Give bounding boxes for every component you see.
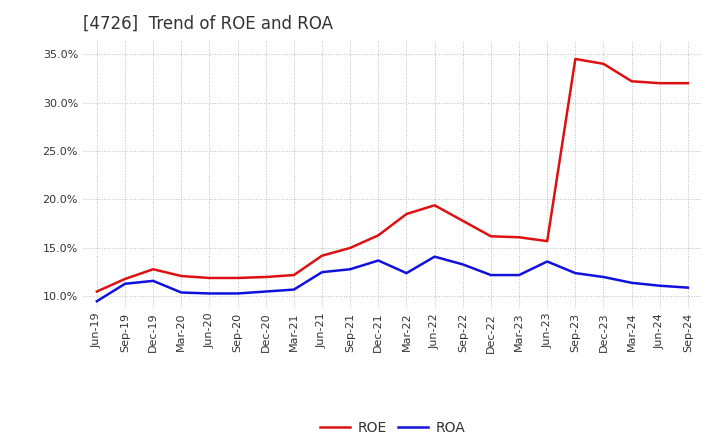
ROA: [402, 271, 411, 276]
ROA: [543, 259, 552, 264]
ROE: [543, 238, 552, 244]
ROA: [177, 290, 186, 295]
ROE: [627, 79, 636, 84]
ROA: [261, 289, 270, 294]
ROA: [459, 262, 467, 267]
ROE: [683, 81, 692, 86]
ROE: [402, 211, 411, 216]
Text: [4726]  Trend of ROE and ROA: [4726] Trend of ROE and ROA: [83, 15, 333, 33]
ROA: [233, 291, 242, 296]
ROE: [149, 267, 158, 272]
ROA: [683, 285, 692, 290]
ROE: [431, 203, 439, 208]
ROA: [487, 272, 495, 278]
ROE: [346, 245, 354, 250]
ROE: [261, 275, 270, 280]
ROE: [487, 234, 495, 239]
ROE: [599, 61, 608, 66]
ROE: [233, 275, 242, 281]
ROE: [459, 218, 467, 224]
ROA: [431, 254, 439, 259]
ROE: [318, 253, 326, 258]
ROE: [515, 235, 523, 240]
ROA: [627, 280, 636, 286]
ROE: [571, 56, 580, 62]
ROA: [149, 278, 158, 283]
ROE: [93, 289, 102, 294]
ROE: [177, 273, 186, 279]
Line: ROA: ROA: [97, 257, 688, 301]
ROE: [655, 81, 664, 86]
ROA: [515, 272, 523, 278]
ROA: [655, 283, 664, 288]
ROA: [571, 271, 580, 276]
ROE: [374, 233, 382, 238]
ROE: [289, 272, 298, 278]
ROE: [121, 276, 130, 282]
ROA: [599, 275, 608, 280]
Line: ROE: ROE: [97, 59, 688, 292]
ROA: [318, 270, 326, 275]
ROA: [93, 299, 102, 304]
ROA: [374, 258, 382, 263]
ROE: [205, 275, 214, 281]
ROA: [289, 287, 298, 292]
ROA: [205, 291, 214, 296]
ROA: [121, 281, 130, 286]
ROA: [346, 267, 354, 272]
Legend: ROE, ROA: ROE, ROA: [315, 415, 470, 440]
